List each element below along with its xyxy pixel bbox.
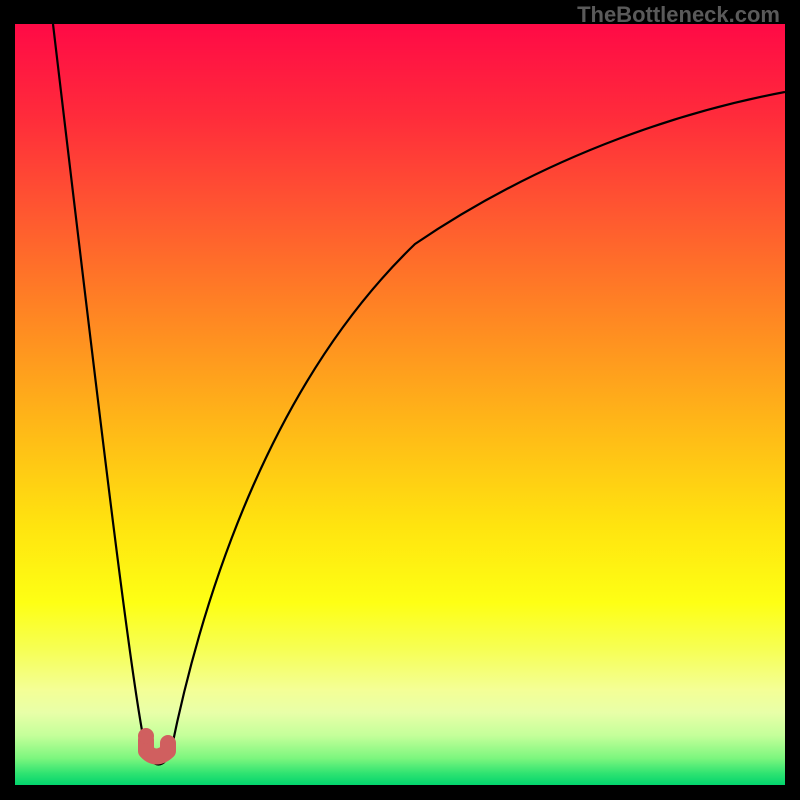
chart-frame [15, 24, 785, 785]
chart-background-gradient [15, 24, 785, 785]
watermark-text: TheBottleneck.com [577, 2, 780, 28]
